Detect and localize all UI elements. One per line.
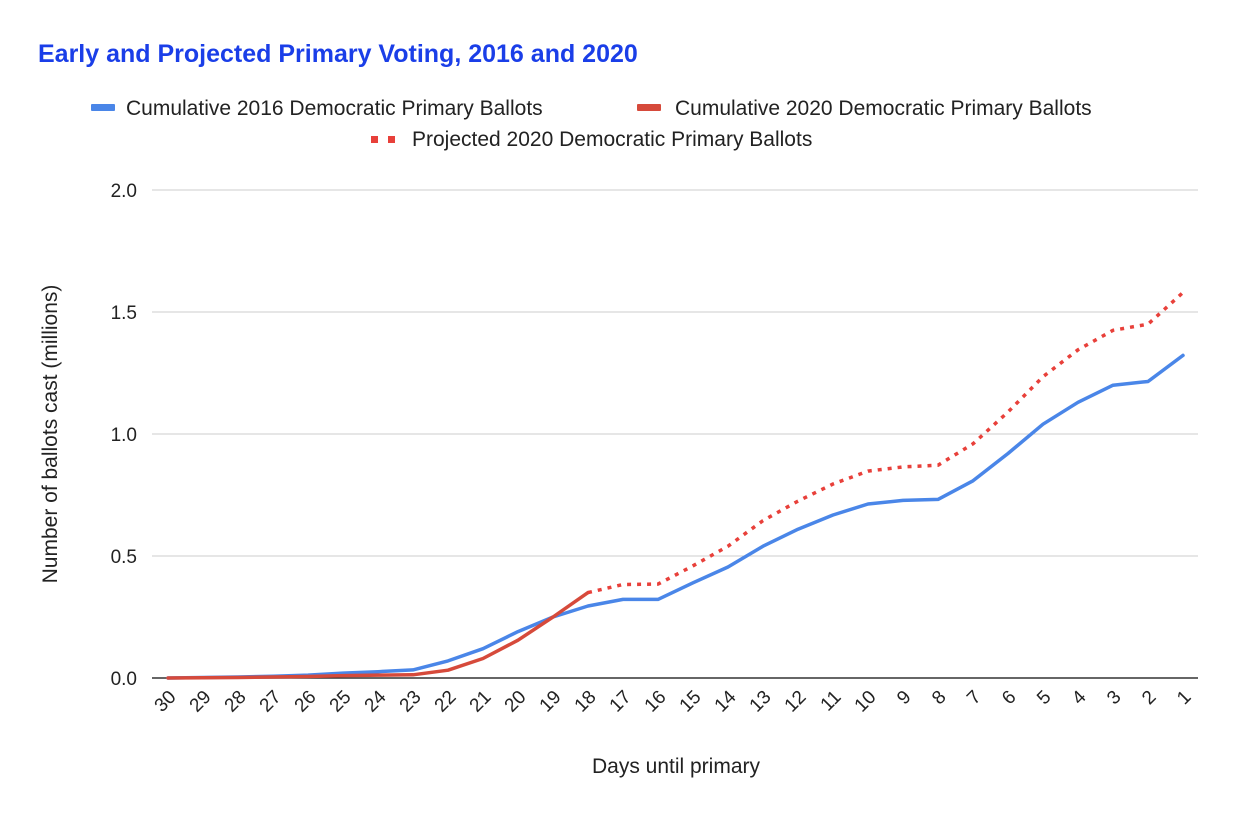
x-tick-label: 15 — [676, 687, 706, 717]
series-line-2020 — [166, 590, 590, 680]
x-axis-label: Days until primary — [592, 755, 761, 778]
x-tick-label: 21 — [466, 687, 496, 717]
legend-swatch-projected-dot — [371, 136, 378, 143]
x-tick-label: 10 — [851, 687, 881, 717]
x-tick-label: 29 — [186, 687, 216, 717]
series-line-projected — [587, 291, 1185, 595]
x-tick-label: 23 — [396, 687, 426, 717]
x-tick-label: 7 — [963, 687, 985, 709]
y-axis-label: Number of ballots cast (millions) — [39, 285, 62, 584]
gridlines — [152, 189, 1198, 679]
legend-label-projected: Projected 2020 Democratic Primary Ballot… — [412, 128, 812, 151]
x-tick-label: 11 — [817, 687, 846, 716]
x-tick-label: 6 — [998, 687, 1020, 709]
x-tick-label: 24 — [361, 686, 391, 716]
x-tick-label: 13 — [746, 687, 776, 717]
legend-swatch-2020 — [637, 104, 661, 111]
x-tick-label: 18 — [571, 687, 601, 717]
x-tick-label: 20 — [501, 687, 531, 717]
x-tick-label: 14 — [711, 686, 741, 716]
y-tick-label: 1.5 — [111, 303, 137, 324]
x-tick-label: 19 — [536, 687, 566, 717]
series-line-2016 — [166, 353, 1185, 680]
x-tick-label: 26 — [291, 687, 321, 717]
legend-item-2016: Cumulative 2016 Democratic Primary Ballo… — [91, 97, 543, 120]
x-tick-label: 22 — [431, 687, 461, 717]
x-tick-label: 17 — [606, 687, 636, 717]
x-tick-label: 3 — [1103, 687, 1125, 709]
legend-swatch-2016 — [91, 104, 115, 111]
series-lines — [166, 291, 1185, 680]
legend-label-2020: Cumulative 2020 Democratic Primary Ballo… — [675, 97, 1092, 120]
y-tick-label: 1.0 — [111, 425, 137, 446]
y-tick-label: 2.0 — [111, 181, 137, 202]
x-tick-label: 8 — [928, 687, 950, 709]
x-tick-label: 16 — [641, 687, 671, 717]
y-tick-labels: 0.0 0.5 1.0 1.5 2.0 — [111, 181, 137, 690]
x-tick-label: 12 — [781, 687, 811, 717]
x-tick-label: 2 — [1138, 687, 1160, 709]
legend-item-2020: Cumulative 2020 Democratic Primary Ballo… — [637, 97, 1092, 120]
y-tick-label: 0.5 — [111, 547, 137, 568]
chart-title: Early and Projected Primary Voting, 2016… — [38, 40, 638, 68]
x-tick-labels: 30 29 28 27 26 25 24 23 22 21 20 19 18 17 16 15 14 13 12 11… — [151, 686, 1196, 716]
x-tick-label: 28 — [221, 687, 251, 717]
x-tick-label: 9 — [893, 687, 915, 709]
x-tick-label: 30 — [151, 687, 181, 717]
x-tick-label: 5 — [1033, 687, 1055, 709]
y-tick-label: 0.0 — [111, 669, 137, 690]
x-tick-label: 27 — [256, 687, 286, 717]
legend-swatch-projected-dot — [388, 136, 395, 143]
x-tick-label: 1 — [1173, 687, 1195, 709]
legend: Cumulative 2016 Democratic Primary Ballo… — [91, 97, 1092, 151]
legend-label-2016: Cumulative 2016 Democratic Primary Ballo… — [126, 97, 543, 120]
x-tick-label: 4 — [1068, 686, 1091, 709]
x-tick-label: 25 — [326, 687, 356, 717]
legend-item-projected: Projected 2020 Democratic Primary Ballot… — [371, 128, 812, 151]
